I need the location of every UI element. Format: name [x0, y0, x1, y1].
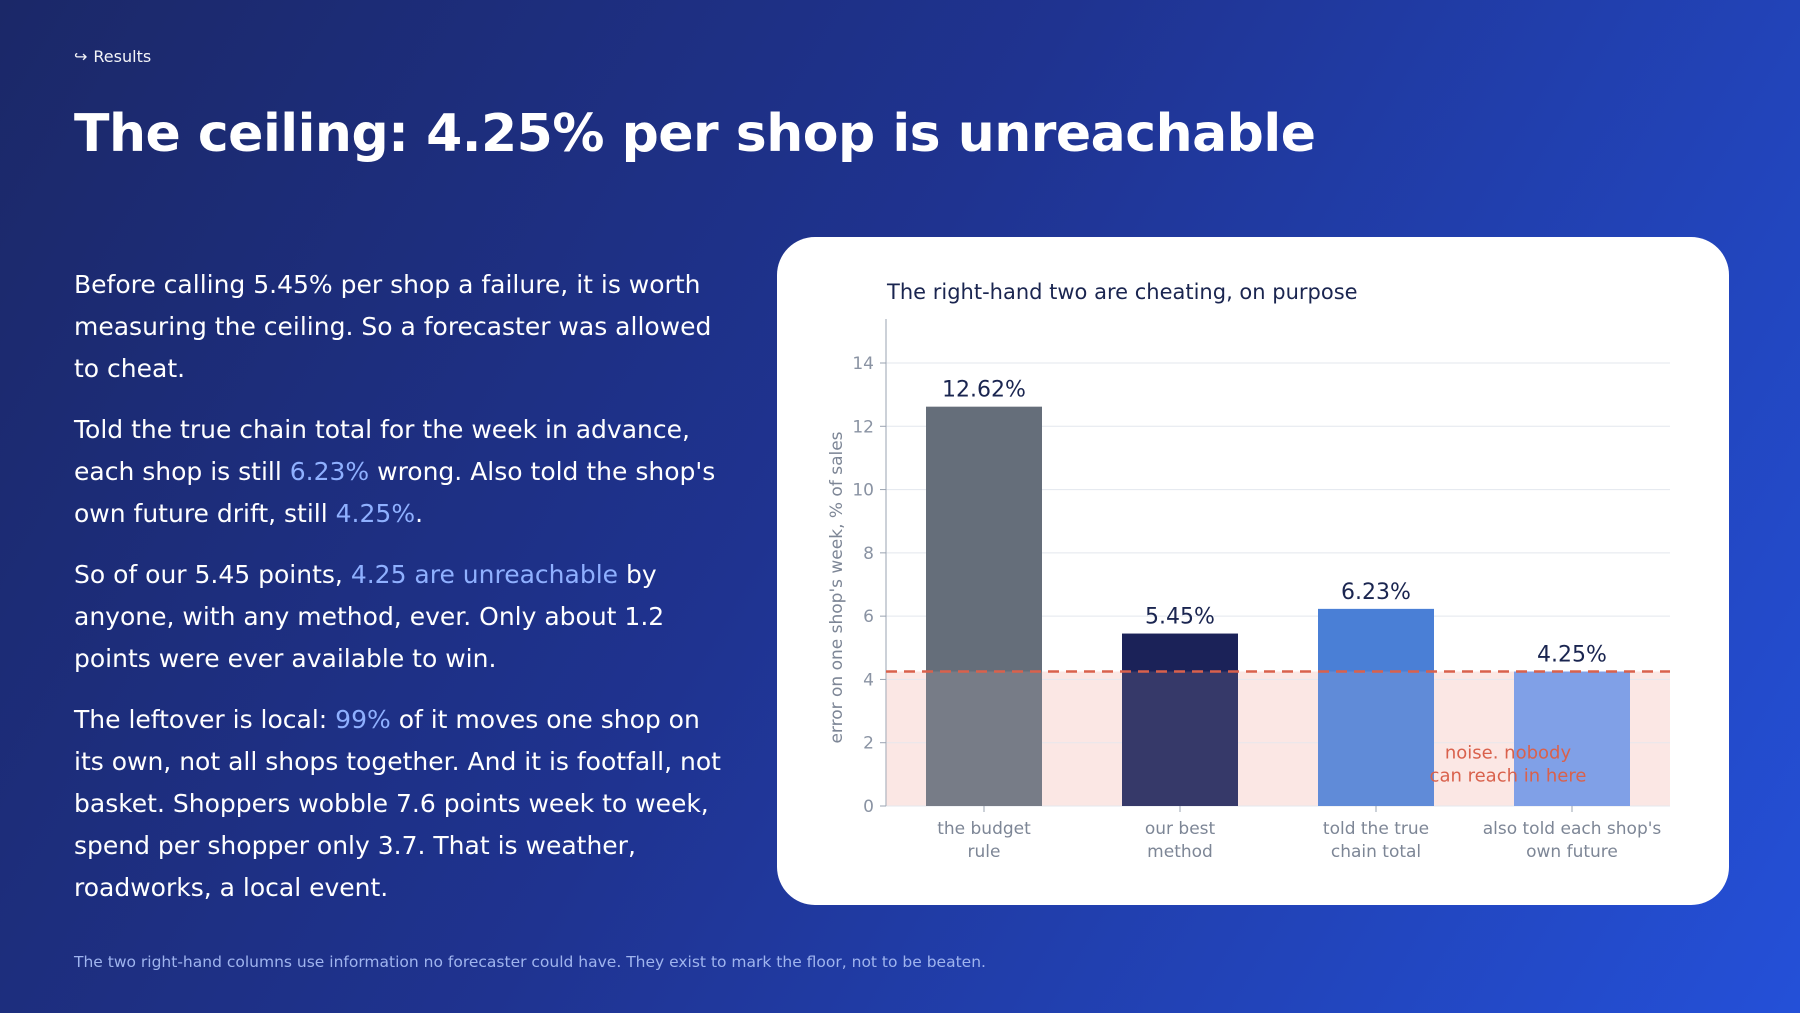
body-text: Before calling 5.45% per shop a failure,…	[74, 264, 734, 928]
bar-chart: 0 2 4 6 8 10 12 14 error on one shop's week, % o…	[827, 319, 1670, 862]
noise-annotation: noise. nobody	[1445, 743, 1572, 764]
y-tick-label: 14	[852, 354, 874, 374]
y-tick-label: 6	[863, 607, 874, 627]
x-tick-label: also told each shop's	[1483, 819, 1662, 839]
footnote: The two right-hand columns use informati…	[74, 953, 986, 971]
bar	[1514, 671, 1630, 806]
y-tick-label: 2	[863, 734, 874, 754]
y-tick-label: 8	[863, 544, 874, 564]
y-tick-label: 0	[863, 797, 874, 817]
noise-annotation: can reach in here	[1430, 766, 1587, 787]
x-tick-label: rule	[968, 842, 1001, 862]
bar-value-label: 4.25%	[1537, 643, 1607, 668]
bar-value-label: 12.62%	[942, 378, 1026, 403]
breadcrumb[interactable]: ↪ Results	[74, 47, 151, 66]
paragraph-text: of it moves one shop on its own, not all…	[74, 705, 721, 902]
bar-value-label: 5.45%	[1145, 605, 1215, 630]
paragraph-text: .	[415, 499, 424, 528]
return-arrow-icon: ↪	[74, 47, 88, 66]
body-paragraph: The leftover is local: 99% of it moves o…	[74, 699, 734, 909]
paragraph-text: Told the true chain total for the week i…	[74, 415, 690, 486]
bar	[1318, 608, 1434, 806]
body-paragraph: Told the true chain total for the week i…	[74, 409, 734, 535]
paragraph-text: Before calling 5.45% per shop a failure,…	[74, 270, 712, 383]
chart-card: The right-hand two are cheating, on purp…	[777, 237, 1729, 905]
breadcrumb-label: Results	[93, 47, 152, 66]
x-tick-label: method	[1147, 842, 1213, 862]
highlight-text: 4.25%	[335, 499, 416, 528]
x-tick-label: the budget	[937, 819, 1031, 839]
paragraph-text: by anyone, with any method, ever. Only a…	[74, 560, 665, 673]
body-paragraph: So of our 5.45 points, 4.25 are unreacha…	[74, 554, 734, 680]
body-paragraph: Before calling 5.45% per shop a failure,…	[74, 264, 734, 390]
x-tick-label: own future	[1526, 842, 1618, 862]
highlight-text: 99%	[335, 705, 391, 734]
x-tick-label: chain total	[1331, 842, 1421, 862]
bar	[1122, 633, 1238, 806]
bar-value-label: 6.23%	[1341, 580, 1411, 605]
x-tick-label: our best	[1145, 819, 1216, 839]
y-axis-label: error on one shop's week, % of sales	[827, 431, 847, 743]
page-title: The ceiling: 4.25% per shop is unreachab…	[74, 104, 1316, 164]
x-tick-label: told the true	[1323, 819, 1429, 839]
bar	[926, 406, 1042, 806]
highlight-text: 4.25 are unreachable	[350, 560, 619, 589]
paragraph-text: So of our 5.45 points,	[74, 560, 351, 589]
paragraph-text: The leftover is local:	[74, 705, 336, 734]
paragraph-text: wrong. Also told the shop's own future d…	[74, 457, 716, 528]
chart-title: The right-hand two are cheating, on purp…	[887, 280, 1358, 304]
highlight-text: 6.23%	[289, 457, 370, 486]
noise-region-overlay	[886, 671, 1670, 806]
y-tick-label: 4	[863, 670, 874, 690]
y-tick-label: 12	[852, 417, 874, 437]
y-tick-label: 10	[852, 481, 874, 501]
